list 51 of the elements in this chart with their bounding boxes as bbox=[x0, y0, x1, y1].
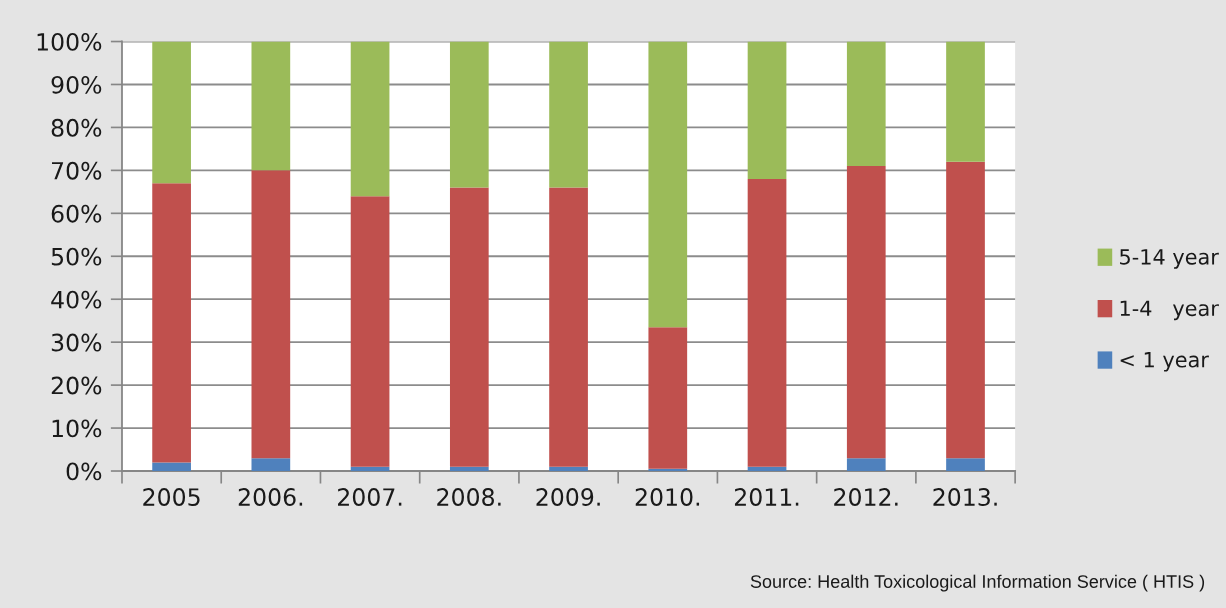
source-note: Source: Health Toxicological Information Service ( HTIS ) bbox=[750, 574, 1205, 592]
y-tick-label: 40% bbox=[51, 290, 102, 309]
bar bbox=[251, 41, 291, 171]
bar bbox=[648, 468, 688, 472]
bar bbox=[846, 41, 886, 167]
bar bbox=[747, 178, 787, 467]
bar bbox=[747, 41, 787, 179]
bar bbox=[648, 327, 688, 469]
x-tick-label: 2013. bbox=[933, 488, 997, 506]
legend-label: 5-14 year bbox=[1120, 249, 1219, 269]
bar bbox=[350, 466, 390, 472]
y-tick-label: 90% bbox=[51, 75, 102, 94]
y-tick-label: 0% bbox=[66, 462, 102, 481]
legend-label: 1-4 year bbox=[1120, 300, 1219, 321]
x-tick-label: 2011. bbox=[734, 488, 799, 506]
bar bbox=[549, 187, 588, 467]
y-tick-label: 60% bbox=[51, 204, 102, 223]
bar bbox=[251, 458, 291, 472]
y-tick-label: 10% bbox=[52, 419, 102, 438]
y-tick-label: 20% bbox=[51, 376, 102, 395]
x-tick-label: 2008. bbox=[437, 488, 501, 506]
bar bbox=[946, 458, 985, 472]
bar bbox=[152, 462, 191, 472]
bar bbox=[846, 458, 886, 472]
y-tick-label: 50% bbox=[51, 247, 102, 266]
x-tick-label: 2010. bbox=[635, 488, 700, 506]
x-tick-label: 2006. bbox=[238, 488, 303, 506]
bar bbox=[846, 166, 886, 459]
bar bbox=[549, 41, 588, 188]
y-tick-label: 30% bbox=[51, 333, 102, 352]
bar bbox=[946, 41, 985, 162]
y-tick-label: 100% bbox=[37, 32, 102, 51]
bar bbox=[449, 187, 489, 467]
x-tick-label: 2009. bbox=[536, 488, 600, 506]
bar bbox=[449, 466, 489, 472]
y-tick-label: 80% bbox=[51, 118, 102, 137]
bar bbox=[747, 466, 787, 472]
legend-label: < 1 year bbox=[1120, 352, 1209, 372]
x-tick-label: 2005 bbox=[143, 488, 200, 506]
bar bbox=[152, 183, 191, 463]
bar bbox=[251, 170, 291, 459]
bar bbox=[152, 41, 191, 184]
x-tick-label: 2012. bbox=[834, 488, 898, 506]
bar bbox=[946, 161, 985, 459]
bar bbox=[350, 41, 390, 197]
x-tick-label: 2007. bbox=[338, 488, 402, 506]
bar bbox=[350, 196, 390, 467]
y-tick-label: 70% bbox=[52, 161, 102, 180]
bar bbox=[648, 41, 688, 328]
bar bbox=[449, 41, 489, 188]
bar bbox=[549, 466, 588, 472]
